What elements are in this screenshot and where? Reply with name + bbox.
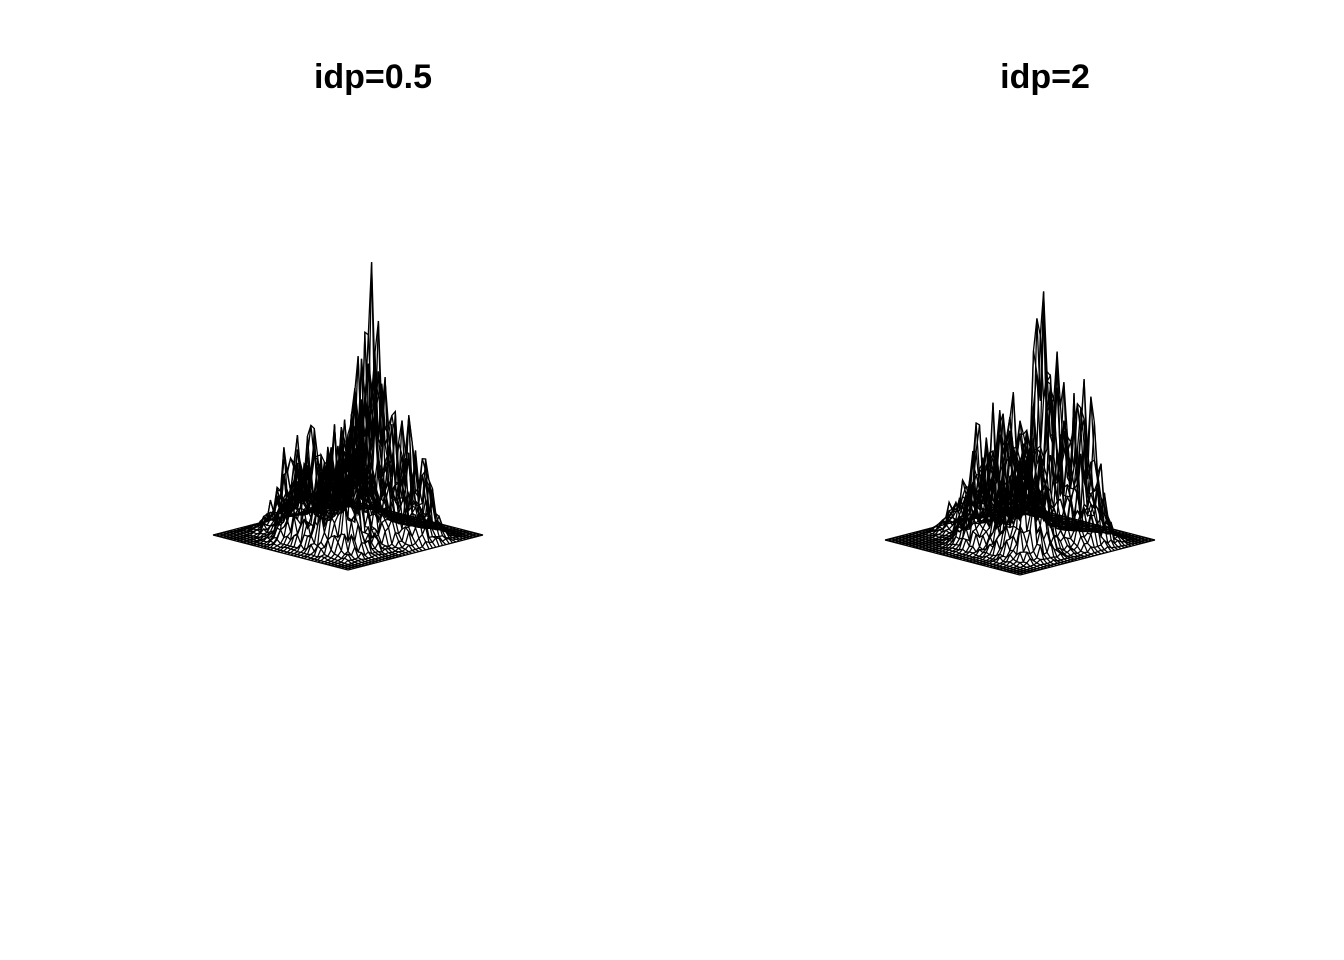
mesh-line (293, 330, 430, 557)
mesh-line (239, 435, 376, 543)
mesh-line (310, 423, 447, 562)
mesh-line (307, 371, 443, 561)
mesh-line (1006, 488, 1142, 573)
mesh-line (918, 416, 1054, 550)
chart-title: idp=0.5 (313, 58, 433, 96)
mesh-line (303, 383, 440, 560)
mesh-line (952, 452, 1088, 559)
surface-mesh (884, 291, 1156, 576)
mesh-line (1016, 538, 1152, 575)
mesh-line (347, 534, 484, 571)
surface-panel-right: idp=2 (672, 0, 1344, 960)
chart-title: idp=2 (1000, 58, 1090, 96)
mesh-line (1019, 539, 1156, 576)
mesh-line (324, 416, 460, 565)
mesh-line (317, 442, 453, 563)
mesh-line (911, 410, 1048, 548)
mesh-line (982, 413, 1119, 567)
mesh-line (894, 498, 1031, 544)
surface-mesh (212, 262, 484, 571)
mesh-line (1013, 537, 1149, 574)
mesh-line (344, 533, 480, 570)
wireframe-surface-plot (884, 291, 1156, 576)
surface-panel-left: idp=0.5 (212, 58, 484, 571)
mesh-line (334, 498, 470, 568)
wireframe-surface-plot (212, 262, 484, 571)
mesh-line (320, 415, 457, 564)
mesh-line (975, 387, 1112, 565)
mesh-line (330, 453, 467, 567)
mesh-line (979, 351, 1115, 566)
mesh-line (337, 511, 474, 569)
mesh-line (314, 424, 450, 562)
mesh-line (1009, 517, 1146, 574)
mesh-line (341, 524, 477, 569)
mesh-line (273, 435, 409, 552)
